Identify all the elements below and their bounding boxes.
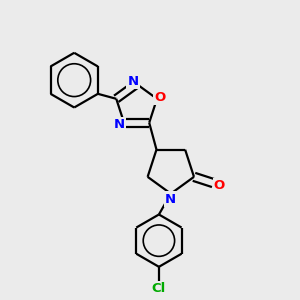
- Text: Cl: Cl: [152, 282, 166, 295]
- Text: N: N: [114, 118, 125, 131]
- Text: N: N: [165, 193, 176, 206]
- Text: O: O: [214, 178, 225, 192]
- Text: O: O: [154, 91, 166, 104]
- Text: N: N: [128, 75, 139, 88]
